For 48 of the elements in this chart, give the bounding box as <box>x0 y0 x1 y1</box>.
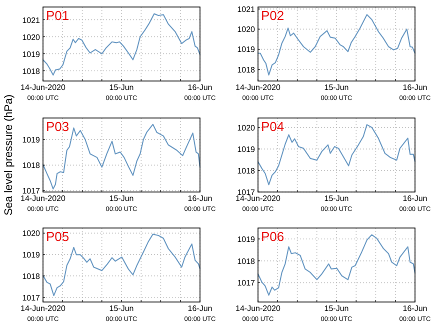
x-tick-label: 14-Jun-2020 00:00 UTC <box>236 194 282 213</box>
x-tick-label: 14-Jun-2020 00:00 UTC <box>236 304 282 323</box>
x-tick-label: 16-Jun 00:00 UTC <box>399 304 432 323</box>
x-tick-label: 15-Jun 00:00 UTC <box>320 83 353 102</box>
y-tick-label: 1018 <box>237 256 256 266</box>
y-tick-label: 1019 <box>22 50 41 59</box>
y-tick-label: 1019 <box>237 234 256 244</box>
x-tick-label: 16-Jun 00:00 UTC <box>399 83 432 102</box>
chart-title: P05 <box>46 229 70 244</box>
y-tick-label: 1020 <box>22 229 41 238</box>
x-tick-label: 15-Jun 00:00 UTC <box>320 304 353 323</box>
line-series <box>42 234 201 296</box>
chart-title: P02 <box>261 8 284 23</box>
y-tick-label: 1017 <box>237 278 256 288</box>
x-tick-label: 16-Jun 00:00 UTC <box>184 83 216 102</box>
y-axis-title: Sea level pressure (hPa) <box>3 94 15 216</box>
x-tick-label: 15-Jun 00:00 UTC <box>106 304 138 323</box>
y-tick-label: 1020 <box>237 123 256 132</box>
y-tick-label: 1018 <box>237 65 256 74</box>
y-tick-label: 1018 <box>22 272 41 281</box>
y-tick-label: 1018 <box>22 66 41 76</box>
x-tick-label: 14-Jun-2020 00:00 UTC <box>20 83 66 102</box>
y-tick-label: 1018 <box>237 166 256 176</box>
y-tick-label: 1019 <box>22 136 41 145</box>
chart-title: P01 <box>46 8 70 23</box>
y-tick-label: 1017 <box>22 186 41 196</box>
x-tick-label: 16-Jun 00:00 UTC <box>399 194 432 213</box>
y-tick-label: 1021 <box>237 5 256 14</box>
y-tick-label: 1019 <box>237 144 256 154</box>
x-tick-label: 14-Jun-2020 00:00 UTC <box>20 304 66 323</box>
chart-title: P04 <box>261 119 284 134</box>
x-tick-label: 16-Jun 00:00 UTC <box>184 304 216 323</box>
y-tick-label: 1021 <box>22 16 41 25</box>
y-tick-label: 1017 <box>22 293 41 302</box>
x-tick-label: 15-Jun 00:00 UTC <box>320 194 353 213</box>
x-tick-label: 14-Jun-2020 00:00 UTC <box>236 83 282 102</box>
x-tick-label: 14-Jun-2020 00:00 UTC <box>20 194 66 213</box>
chart-title: P06 <box>261 229 284 244</box>
y-tick-label: 1018 <box>22 161 41 170</box>
x-tick-label: 16-Jun 00:00 UTC <box>184 194 216 213</box>
y-tick-label: 1020 <box>22 32 41 42</box>
y-tick-label: 1020 <box>237 25 256 34</box>
x-tick-label: 15-Jun 00:00 UTC <box>106 83 138 102</box>
chart-title: P03 <box>46 119 70 134</box>
y-tick-label: 1017 <box>237 188 256 197</box>
y-tick-label: 1019 <box>22 250 41 260</box>
y-tick-label: 1019 <box>237 45 256 54</box>
x-tick-label: 15-Jun 00:00 UTC <box>106 194 138 213</box>
